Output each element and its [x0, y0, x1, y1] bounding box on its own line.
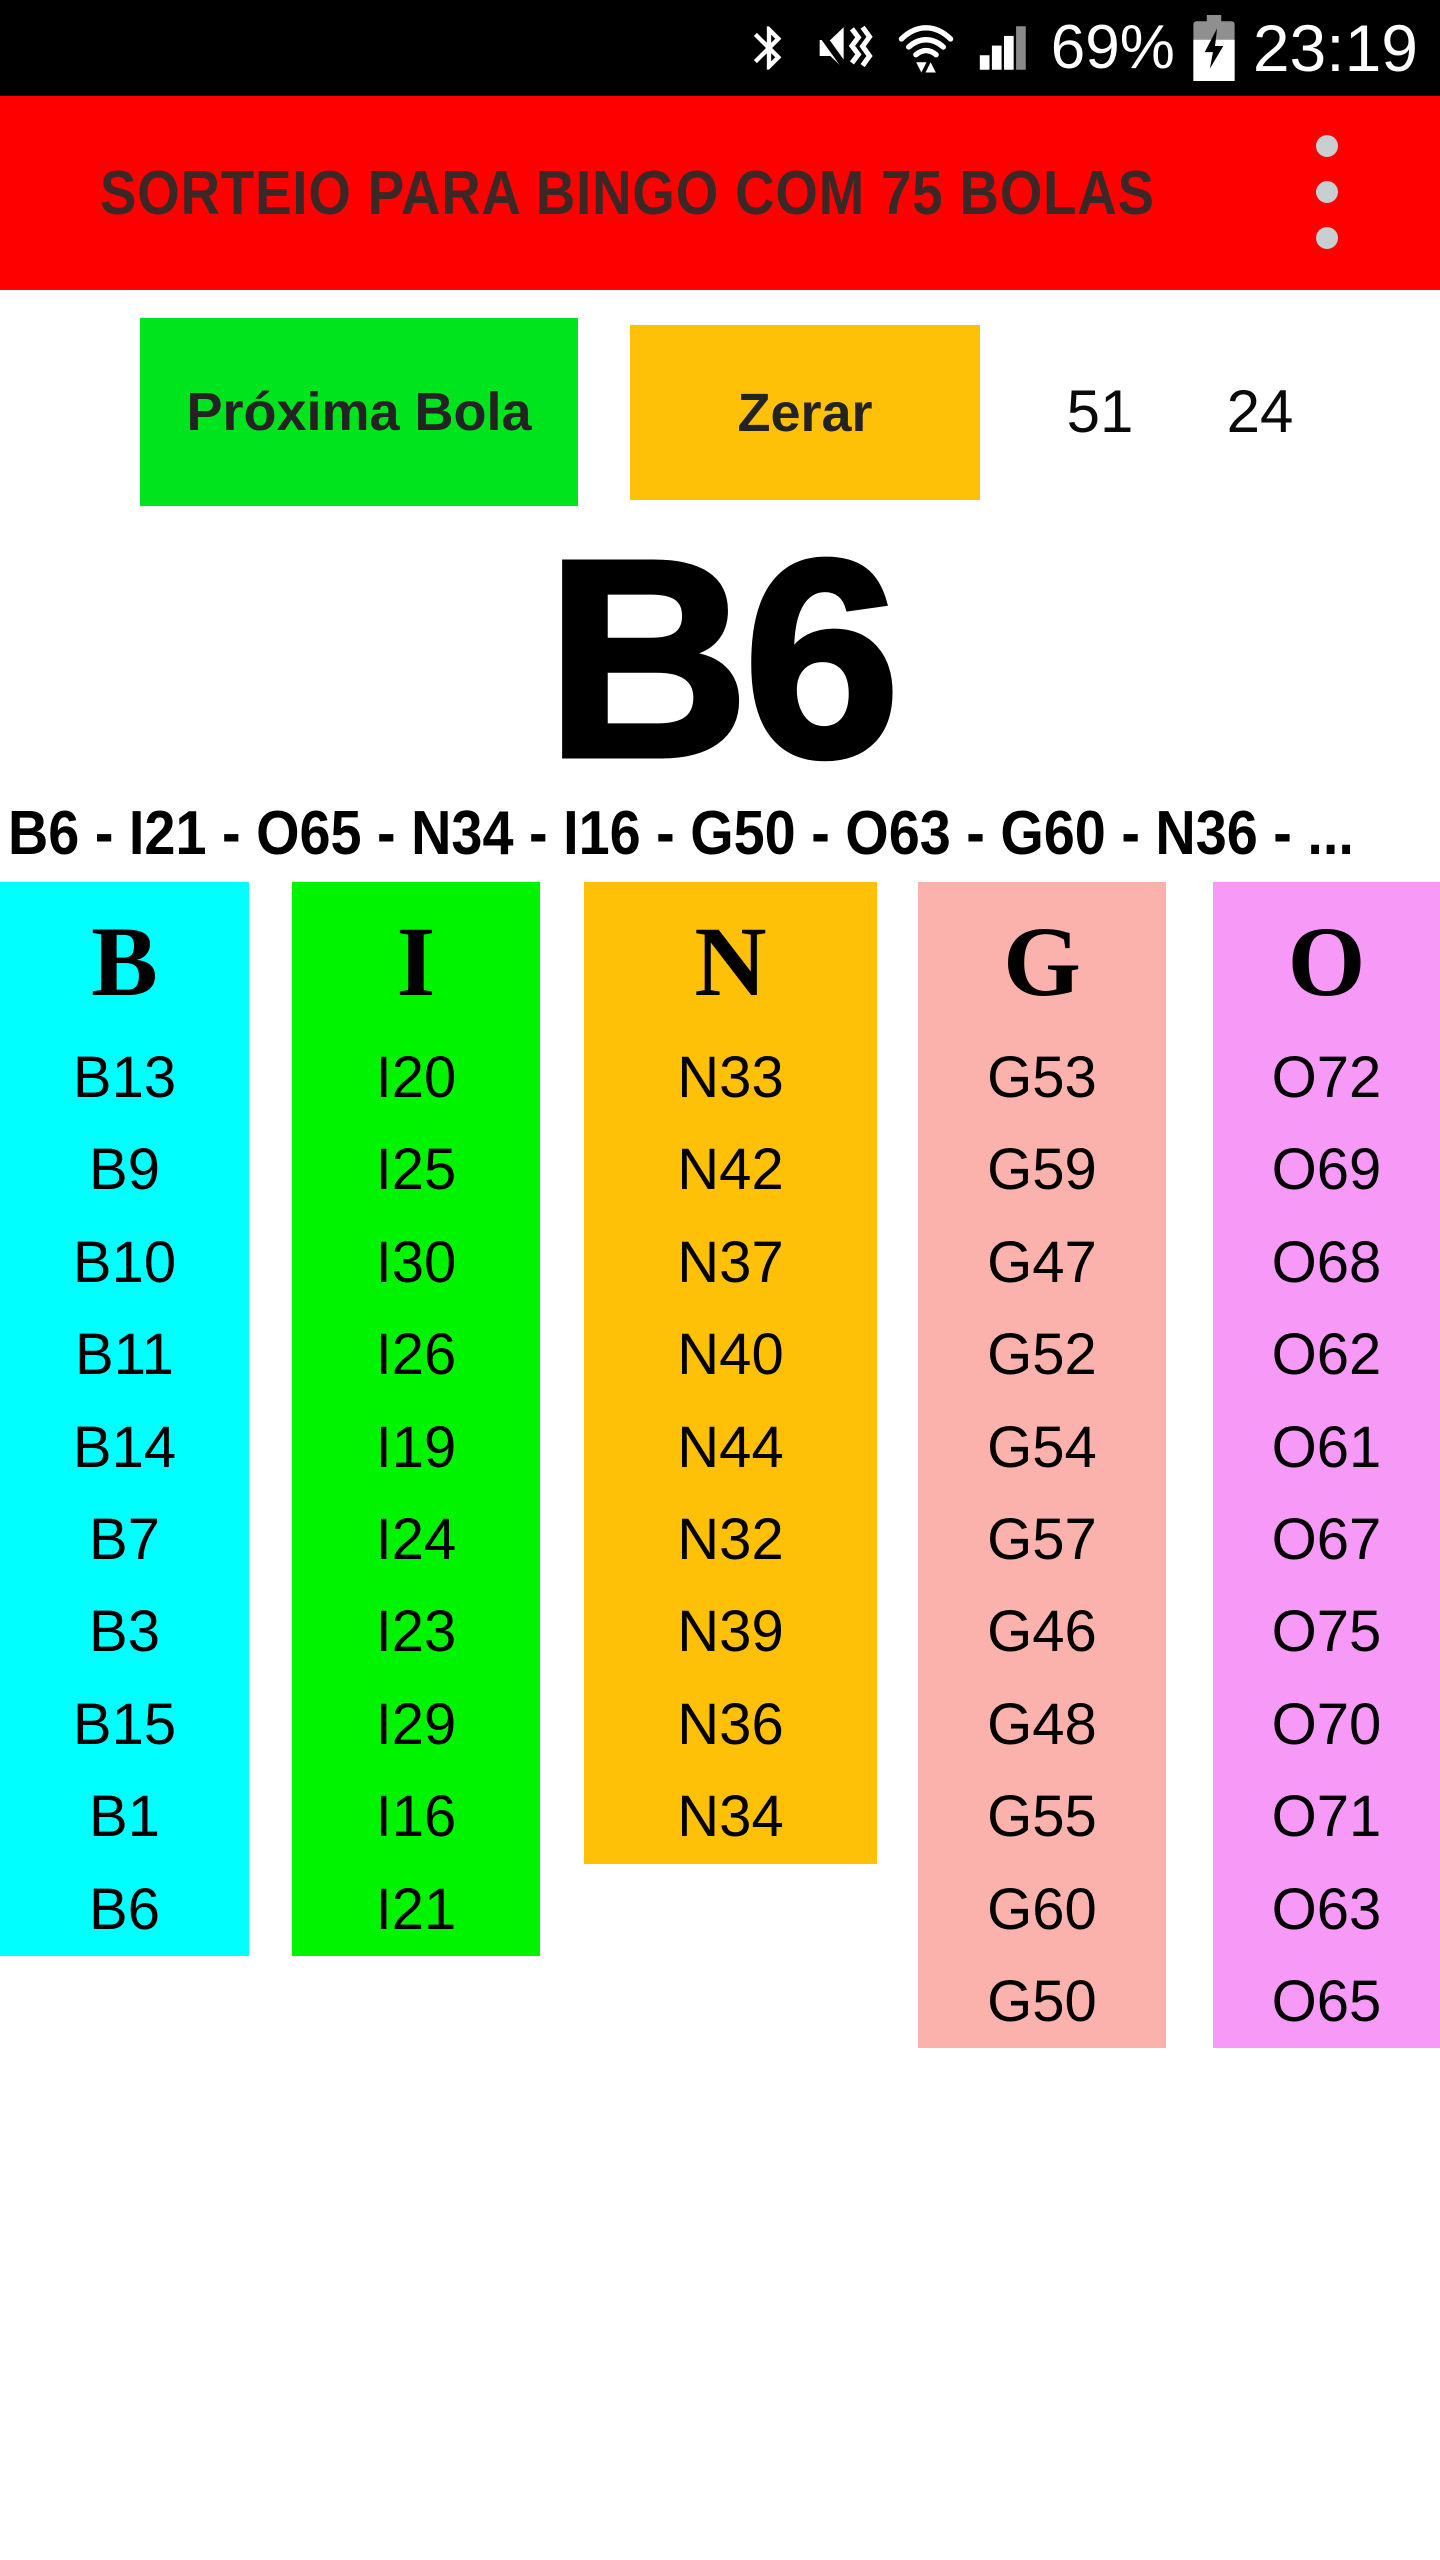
three-dots-icon: [1314, 133, 1340, 254]
drawn-ball: B9: [89, 1137, 160, 1203]
drawn-ball: I20: [375, 1045, 457, 1110]
drawn-ball: I23: [375, 1599, 457, 1665]
drawn-ball: B11: [75, 1322, 174, 1388]
drawn-ball: G53: [987, 1045, 1097, 1110]
battery-percent: 69%: [1050, 13, 1175, 82]
drawn-ball: I24: [375, 1506, 457, 1572]
bingo-column-G: G G53 G59 G47 G52 G54 G57 G46 G48 G55 G60 G50: [918, 882, 1166, 2049]
drawn-ball: O75: [1271, 1599, 1382, 1665]
drawn-ball: B7: [89, 1506, 160, 1572]
bingo-column-I: I I20 I25 I30 I26 I19 I24 I23 I29 I16 I21: [292, 882, 540, 1956]
drawn-ball: G54: [987, 1414, 1097, 1480]
drawn-ball: B3: [89, 1599, 160, 1665]
bluetooth-icon: [743, 16, 795, 80]
status-bar: 69% 23:19: [0, 0, 1440, 96]
column-header-I: I: [396, 906, 436, 1017]
drawn-ball: I16: [375, 1784, 457, 1850]
drawn-ball: I21: [375, 1876, 457, 1942]
wifi-icon: [895, 16, 957, 80]
column-header-N: N: [694, 906, 767, 1017]
bingo-column-B: B B13 B9 B10 B11 B14 B7 B3 B15 B1 B6: [0, 882, 249, 1956]
drawn-ball: I29: [375, 1691, 457, 1757]
drawn-ball: O67: [1271, 1506, 1382, 1572]
drawn-ball: G46: [987, 1599, 1097, 1665]
drawn-ball: B6: [89, 1876, 160, 1942]
drawn-ball: I30: [375, 1229, 457, 1295]
drawn-ball: G47: [987, 1229, 1097, 1295]
drawn-ball: B1: [89, 1784, 160, 1850]
drawn-ball: O68: [1271, 1229, 1382, 1295]
drawn-ball: O63: [1271, 1876, 1382, 1942]
drawn-ball: I26: [375, 1322, 457, 1388]
column-header-G: G: [1003, 906, 1081, 1017]
signal-icon: [975, 16, 1033, 80]
drawn-ball: N34: [677, 1784, 784, 1850]
drawn-ball: I19: [375, 1414, 457, 1480]
drawn-ball: N44: [677, 1414, 784, 1480]
drawn-ball: N36: [677, 1691, 784, 1757]
drawn-ball: G52: [987, 1322, 1097, 1388]
bingo-column-N: N N33 N42 N37 N40 N44 N32 N39 N36 N34: [584, 882, 877, 1864]
mute-vibrate-icon: [813, 16, 877, 80]
drawn-ball: O70: [1271, 1691, 1382, 1757]
current-ball: B6: [543, 501, 903, 816]
drawn-ball: B10: [72, 1229, 177, 1295]
drawn-ball: O65: [1271, 1968, 1382, 2034]
next-ball-button[interactable]: Próxima Bola: [140, 318, 578, 506]
battery-icon: [1193, 15, 1235, 81]
column-header-O: O: [1287, 906, 1366, 1017]
drawn-ball: G55: [987, 1784, 1097, 1850]
drawn-ball: N37: [677, 1229, 784, 1295]
drawn-ball: B13: [72, 1045, 177, 1110]
column-header-B: B: [91, 906, 158, 1017]
drawn-ball: O62: [1271, 1322, 1382, 1388]
drawn-ball: G57: [987, 1506, 1097, 1572]
drawn-ball: O71: [1271, 1784, 1382, 1850]
drawn-ball: G48: [987, 1691, 1097, 1757]
drawn-ball: N39: [677, 1599, 784, 1665]
drawn-ball: G59: [987, 1137, 1097, 1203]
app-bar: SORTEIO PARA BINGO COM 75 BOLAS: [0, 96, 1440, 290]
overflow-menu-button[interactable]: [1292, 123, 1362, 263]
draw-history: B6 - I21 - O65 - N34 - I16 - G50 - O63 -…: [8, 799, 1354, 868]
reset-button[interactable]: Zerar: [630, 325, 980, 500]
drawn-ball: N40: [677, 1322, 784, 1388]
clock: 23:19: [1252, 11, 1418, 85]
drawn-ball: O61: [1271, 1414, 1382, 1480]
drawn-count: 51: [1066, 378, 1134, 445]
drawn-ball: B15: [72, 1691, 177, 1757]
drawn-ball: N32: [677, 1506, 784, 1572]
drawn-ball: G50: [987, 1968, 1097, 2034]
drawn-ball: N33: [677, 1045, 784, 1110]
page-title: SORTEIO PARA BINGO COM 75 BOLAS: [100, 158, 1155, 228]
drawn-ball: O72: [1271, 1045, 1382, 1110]
bingo-column-O: O O72 O69 O68 O62 O61 O67 O75 O70 O71 O63 O65: [1213, 882, 1440, 2049]
drawn-ball: G60: [987, 1876, 1097, 1942]
drawn-ball: N42: [677, 1137, 784, 1203]
drawn-ball: I25: [375, 1137, 457, 1203]
remaining-count: 24: [1226, 378, 1294, 445]
drawn-ball: B14: [72, 1414, 177, 1480]
drawn-ball: O69: [1271, 1137, 1382, 1203]
